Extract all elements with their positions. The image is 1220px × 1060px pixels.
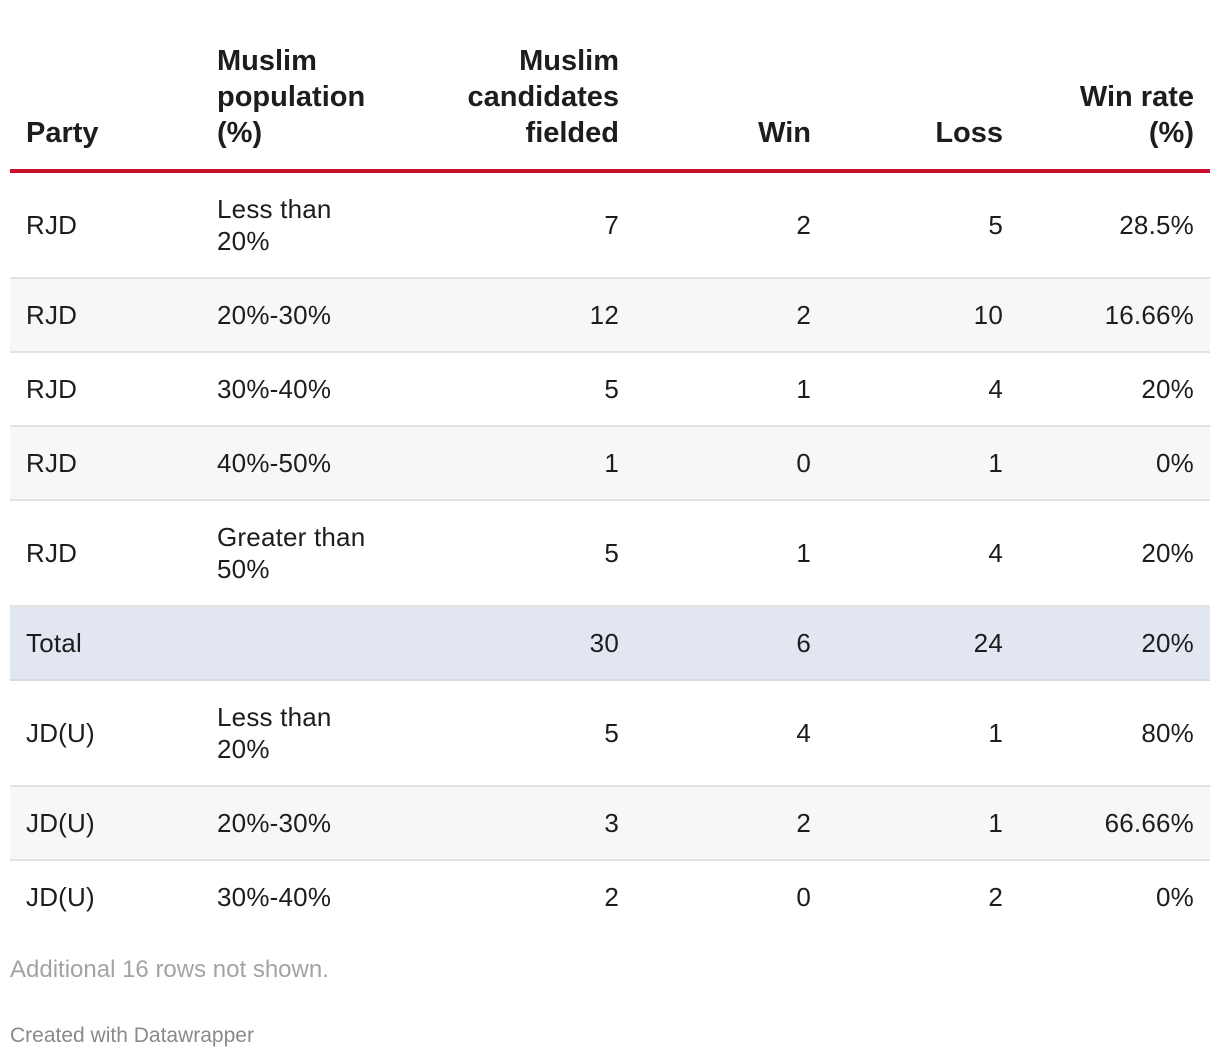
cell-party: JD(U)	[10, 680, 201, 787]
cell-population: 30%-40%	[201, 352, 393, 427]
cell-win-rate: 0%	[1019, 860, 1210, 933]
cell-population-text: Greater than 50%	[217, 522, 366, 584]
table-row: RJD 30%-40% 5 1 4 20%	[10, 352, 1210, 427]
cell-population: Less than 20%	[201, 680, 393, 787]
table-row: RJD Less than 20% 7 2 5 28.5%	[10, 171, 1210, 279]
cell-win-rate: 0%	[1019, 426, 1210, 501]
cell-win-rate: 16.66%	[1019, 278, 1210, 353]
cell-win: 0	[635, 860, 827, 933]
cell-fielded: 5	[393, 680, 635, 787]
cell-win: 0	[635, 426, 827, 501]
cell-party: RJD	[10, 352, 201, 427]
rows-hidden-note: Additional 16 rows not shown.	[10, 956, 329, 983]
cell-win: 2	[635, 171, 827, 279]
header-row: Party Muslim population (%) Muslim candi…	[10, 0, 1210, 173]
cell-fielded: 12	[393, 278, 635, 353]
cell-party: RJD	[10, 278, 201, 353]
cell-fielded: 5	[393, 500, 635, 607]
cell-party: Total	[10, 606, 201, 681]
table-row: RJD 20%-30% 12 2 10 16.66%	[10, 278, 1210, 353]
cell-loss: 2	[827, 860, 1019, 933]
header-party[interactable]: Party	[10, 0, 201, 173]
cell-loss: 1	[827, 680, 1019, 787]
cell-win-rate: 28.5%	[1019, 171, 1210, 279]
cell-win-rate: 80%	[1019, 680, 1210, 787]
header-population[interactable]: Muslim population (%)	[201, 0, 393, 173]
cell-loss: 5	[827, 171, 1019, 279]
header-win[interactable]: Win	[635, 0, 827, 173]
cell-loss: 24	[827, 606, 1019, 681]
cell-population-text: Less than 20%	[217, 702, 332, 764]
cell-win: 4	[635, 680, 827, 787]
cell-fielded: 2	[393, 860, 635, 933]
cell-fielded: 3	[393, 786, 635, 861]
cell-win: 1	[635, 352, 827, 427]
table-row: RJD Greater than 50% 5 1 4 20%	[10, 500, 1210, 607]
total-row: Total 30 6 24 20%	[10, 606, 1210, 681]
table-container: Party Muslim population (%) Muslim candi…	[10, 0, 1210, 1047]
cell-fielded: 7	[393, 171, 635, 279]
cell-fielded: 5	[393, 352, 635, 427]
table-row: JD(U) Less than 20% 5 4 1 80%	[10, 680, 1210, 787]
cell-population-text: 30%-40%	[217, 374, 332, 404]
cell-population-text: Less than 20%	[217, 194, 332, 256]
cell-population: Greater than 50%	[201, 500, 393, 607]
cell-population: 30%-40%	[201, 860, 393, 933]
cell-population: 20%-30%	[201, 278, 393, 353]
cell-win-rate: 66.66%	[1019, 786, 1210, 861]
cell-party: RJD	[10, 171, 201, 279]
cell-win: 6	[635, 606, 827, 681]
cell-win: 2	[635, 278, 827, 353]
cell-loss: 10	[827, 278, 1019, 353]
cell-party: RJD	[10, 426, 201, 501]
data-table: Party Muslim population (%) Muslim candi…	[10, 0, 1210, 933]
cell-loss: 4	[827, 500, 1019, 607]
cell-win-rate: 20%	[1019, 606, 1210, 681]
datawrapper-credit[interactable]: Created with Datawrapper	[10, 1024, 254, 1047]
table-row: JD(U) 30%-40% 2 0 2 0%	[10, 860, 1210, 933]
cell-party: RJD	[10, 500, 201, 607]
cell-win-rate: 20%	[1019, 352, 1210, 427]
table-row: JD(U) 20%-30% 3 2 1 66.66%	[10, 786, 1210, 861]
cell-population-text: 30%-40%	[217, 882, 332, 912]
cell-party: JD(U)	[10, 786, 201, 861]
cell-party: JD(U)	[10, 860, 201, 933]
cell-loss: 4	[827, 352, 1019, 427]
cell-population-text: 40%-50%	[217, 448, 332, 478]
table-row: RJD 40%-50% 1 0 1 0%	[10, 426, 1210, 501]
cell-fielded: 30	[393, 606, 635, 681]
cell-population: 20%-30%	[201, 786, 393, 861]
cell-population-text: 20%-30%	[217, 300, 332, 330]
cell-win: 2	[635, 786, 827, 861]
cell-loss: 1	[827, 786, 1019, 861]
header-win-rate[interactable]: Win rate (%)	[1019, 0, 1210, 173]
cell-population	[201, 606, 393, 681]
header-candidates-fielded[interactable]: Muslim candidates fielded	[393, 0, 635, 173]
cell-win-rate: 20%	[1019, 500, 1210, 607]
header-loss[interactable]: Loss	[827, 0, 1019, 173]
cell-win: 1	[635, 500, 827, 607]
cell-population: Less than 20%	[201, 171, 393, 279]
cell-loss: 1	[827, 426, 1019, 501]
cell-fielded: 1	[393, 426, 635, 501]
cell-population: 40%-50%	[201, 426, 393, 501]
cell-population-text: 20%-30%	[217, 808, 332, 838]
